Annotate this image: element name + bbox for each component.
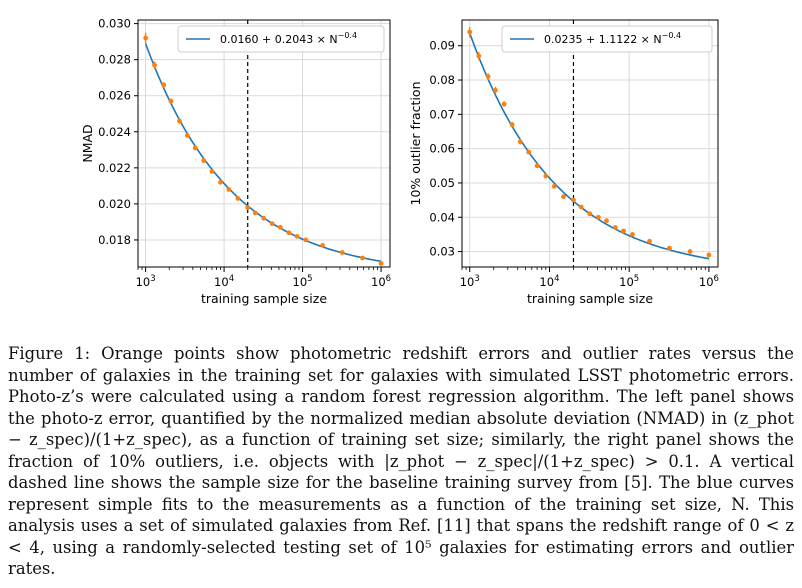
fit-curve [468, 32, 710, 260]
data-point [277, 224, 283, 230]
data-point [177, 118, 182, 124]
y-tick-label: 0.022 [98, 161, 131, 175]
data-point [647, 238, 652, 244]
data-point [245, 205, 251, 210]
caption-label: Figure 1: [8, 344, 91, 363]
y-tick-label: 0.020 [98, 197, 131, 211]
legend-box [177, 25, 385, 53]
data-point [604, 218, 609, 224]
data-point [687, 249, 693, 254]
data-point [143, 35, 149, 41]
data-point [551, 183, 557, 189]
legend-label: 0.0160 + 0.2043 × N−0.4 [220, 31, 357, 46]
data-point [587, 211, 593, 217]
y-tick-label: 0.05 [429, 176, 455, 190]
y-tick-label: 0.09 [429, 39, 455, 53]
data-point [534, 163, 540, 169]
y-tick-label: 0.030 [98, 17, 131, 31]
data-point [501, 101, 507, 107]
data-point [509, 122, 515, 128]
figure: 0.018 0.020 0.022 0.024 0.026 0.028 0.030 103 10… [80, 17, 719, 306]
data-point [561, 194, 566, 200]
data-point [621, 228, 626, 234]
y-tick-label: 0.018 [98, 233, 131, 247]
data-point [571, 197, 576, 203]
data-point [630, 232, 635, 237]
legend-label: 0.0235 + 1.1122 × N−0.4 [544, 31, 681, 46]
y-tick-label: 0.028 [98, 53, 131, 67]
y-tick-label: 0.04 [429, 210, 455, 224]
chart-panel-2: 0.03 0.04 0.05 0.06 0.07 0.08 0.09 103 104 105 106… [408, 19, 719, 306]
y-axis-label: NMAD [80, 124, 95, 162]
data-point [667, 245, 672, 251]
data-point [595, 214, 601, 220]
data-point [201, 158, 207, 164]
y-tick-label: 0.07 [429, 107, 455, 121]
data-point [378, 260, 384, 266]
legend-box [501, 25, 713, 53]
y-tick-label: 0.026 [98, 89, 131, 103]
y-tick-label: 0.03 [429, 245, 455, 259]
data-point [294, 233, 300, 239]
x-axis-label: training sample size [201, 291, 327, 306]
data-point [485, 74, 491, 80]
fit-curve [144, 43, 382, 263]
data-point [269, 221, 275, 227]
data-point [286, 230, 292, 236]
data-point [161, 82, 167, 88]
x-tick-label: 104 [539, 274, 559, 289]
legend: 0.0235 + 1.1122 × N−0.4 [501, 25, 713, 53]
y-axis-label: 10% outlier fraction [408, 82, 423, 206]
x-tick-label: 105 [293, 274, 313, 289]
x-tick-label: 104 [214, 274, 234, 289]
figure-caption: Figure 1: Orange points show photometric… [8, 343, 794, 580]
data-point [526, 149, 532, 155]
data-point [168, 98, 174, 104]
data-point [320, 242, 326, 248]
gridlines [138, 20, 390, 267]
x-tick-label: 103 [460, 274, 480, 289]
chart-panel-1: 0.018 0.020 0.022 0.024 0.026 0.028 0.030 103 10… [80, 17, 391, 306]
x-tick-label: 106 [699, 274, 719, 289]
data-point [235, 196, 241, 201]
axes-frame [137, 19, 391, 268]
data-point [578, 204, 584, 210]
data-point [226, 187, 232, 192]
y-tick-label: 0.06 [429, 142, 455, 156]
data-point [476, 53, 482, 59]
data-point [209, 169, 215, 174]
x-axis-label: training sample size [527, 291, 653, 306]
data-point [493, 87, 498, 93]
data-point [360, 255, 365, 261]
data-point [192, 145, 198, 151]
data-point [543, 173, 549, 179]
y-tick-label: 0.08 [429, 73, 455, 87]
data-point [252, 210, 258, 216]
axes-frame [461, 19, 719, 268]
y-tick-label: 0.024 [98, 125, 131, 139]
data-point [261, 215, 267, 221]
data-point [303, 237, 309, 243]
data-point [339, 250, 345, 255]
gridlines [462, 20, 718, 267]
caption-text: Orange points show photometric redshift … [8, 344, 795, 578]
data-point [467, 29, 473, 35]
legend: 0.0160 + 0.2043 × N−0.4 [177, 25, 385, 53]
x-tick-label: 106 [371, 274, 391, 289]
data-point [517, 139, 523, 145]
x-tick-label: 105 [619, 274, 639, 289]
data-point [152, 62, 157, 68]
x-tick-label: 103 [136, 274, 156, 289]
data-point [612, 225, 618, 230]
data-point [706, 252, 712, 258]
data-point [184, 132, 190, 138]
data-point [218, 179, 223, 185]
